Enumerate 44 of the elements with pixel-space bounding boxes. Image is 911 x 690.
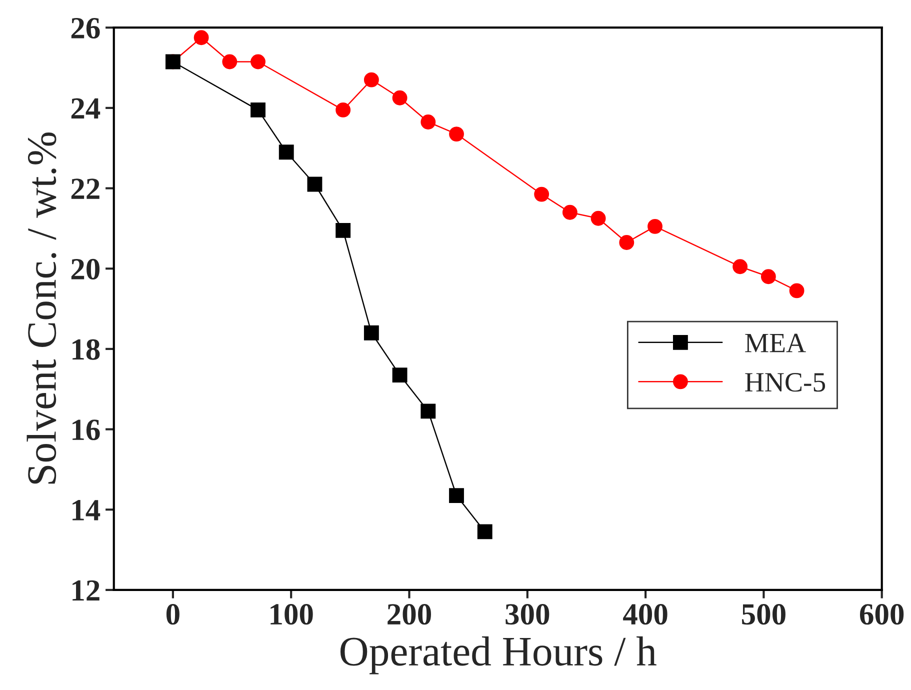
y-tick-label: 22: [71, 178, 100, 199]
point: [278, 144, 294, 160]
point: [534, 186, 550, 202]
point: [392, 368, 408, 383]
y-tick-label: 14: [72, 500, 100, 520]
y-tick-label: 16: [72, 420, 100, 440]
point: [364, 325, 379, 340]
y-tick-label: 12: [72, 580, 100, 601]
x-tick-label: 300: [506, 604, 550, 625]
point: [732, 259, 748, 274]
y-tick-label: 18: [72, 339, 100, 360]
point: [336, 102, 351, 118]
x-tick-label: 200: [388, 604, 431, 625]
x-axis-title: Operated Hours / h: [340, 636, 656, 674]
x-tick-label: 400: [623, 604, 668, 625]
legend-label: MEA: [745, 334, 806, 352]
y-tick-label: 26: [71, 18, 100, 38]
point: [449, 488, 464, 504]
y-tick-label: 20: [71, 258, 100, 280]
point: [222, 54, 238, 70]
point: [250, 54, 266, 70]
point: [364, 72, 379, 88]
point: [420, 404, 436, 419]
point: [194, 30, 209, 46]
legend-label: HNC-5: [745, 373, 826, 392]
point: [562, 204, 578, 220]
point: [336, 222, 351, 238]
point: [619, 235, 634, 250]
x-tick-label: 100: [270, 604, 313, 625]
x-tick-label: 0: [166, 604, 180, 625]
x-tick-label: 600: [860, 604, 904, 625]
point: [392, 90, 408, 106]
point: [789, 283, 804, 298]
point: [648, 218, 662, 234]
x-tick-label: 500: [742, 604, 786, 625]
point: [590, 210, 606, 226]
y-axis-title: Solvent Conc. / wt.%: [26, 132, 56, 484]
point: [449, 126, 464, 142]
point: [760, 269, 776, 284]
point: [420, 114, 436, 130]
point: [477, 524, 492, 540]
point: [307, 176, 322, 192]
point: [250, 102, 266, 118]
y-tick-label: 24: [71, 98, 100, 119]
